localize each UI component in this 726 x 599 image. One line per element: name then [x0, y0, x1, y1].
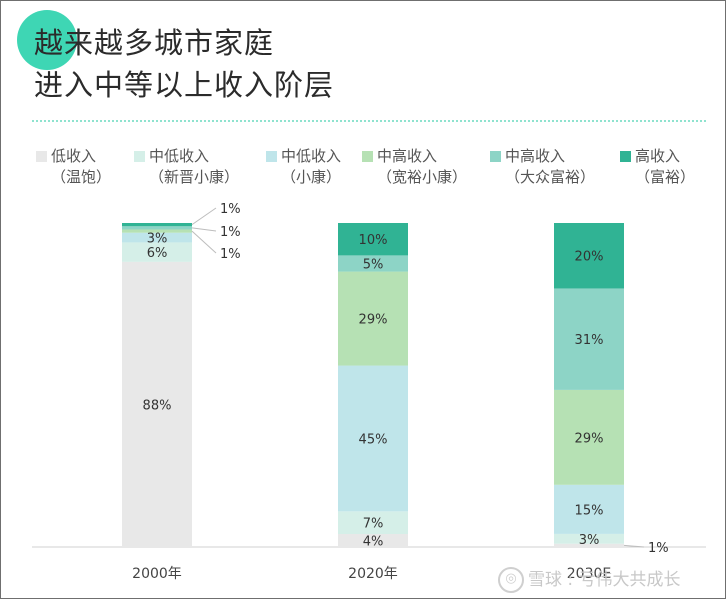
x-tick-label: 2030E	[567, 566, 611, 582]
bar-segment	[338, 365, 408, 512]
data-label: 3%	[147, 232, 168, 247]
chart-title-line-1: 越来越多城市家庭	[34, 26, 275, 60]
legend-sublabel: （温饱）	[51, 168, 112, 186]
legend-sublabel: （小康）	[281, 168, 342, 186]
watermark: ◎ 雪球 : 亏伟大共成长	[498, 565, 681, 593]
bar-segment	[554, 288, 624, 390]
legend-label: 高收入	[635, 147, 681, 165]
legend-swatch	[134, 151, 145, 162]
data-label: 31%	[575, 333, 604, 348]
bar-segment	[338, 223, 408, 256]
legend-swatch	[36, 151, 47, 162]
data-label: 29%	[359, 313, 388, 328]
bar-segment	[554, 223, 624, 289]
data-label: 3%	[579, 533, 600, 548]
legend-swatch	[620, 151, 631, 162]
data-label: 4%	[363, 535, 384, 550]
x-tick-label: 2020年	[348, 566, 398, 582]
bar-segment	[554, 484, 624, 534]
data-label: 6%	[147, 246, 168, 261]
legend-swatch	[362, 151, 373, 162]
callout-label: 1%	[220, 247, 241, 262]
callout-label: 1%	[220, 225, 241, 240]
callout-leader-line	[191, 230, 217, 254]
data-label: 7%	[363, 517, 384, 532]
chart-title-line-2: 进入中等以上收入阶层	[34, 68, 335, 102]
bar-segment	[122, 226, 192, 230]
callout-label: 1%	[648, 541, 669, 556]
callout-leader-line	[191, 207, 217, 226]
bar-segment	[122, 242, 192, 262]
data-label: 5%	[363, 258, 384, 273]
legend-label: 中高收入	[505, 147, 566, 165]
bar-segment	[122, 229, 192, 233]
legend-label: 中高收入	[377, 147, 438, 165]
bar-segment	[122, 223, 192, 227]
callout-leader-line	[191, 227, 217, 232]
callout-label: 1%	[220, 202, 241, 217]
data-label: 15%	[575, 503, 604, 518]
watermark-text: 雪球 : 亏伟大共成长	[528, 570, 681, 590]
x-tick-label: 2000年	[132, 566, 182, 582]
legend-label: 中低收入	[149, 147, 210, 165]
bar-segment	[554, 533, 624, 544]
legend-sublabel: （大众富裕）	[505, 168, 596, 186]
legend-sublabel: （新晋小康）	[149, 168, 240, 186]
data-label: 29%	[575, 431, 604, 446]
bar-segment	[122, 232, 192, 243]
bar-segment	[554, 543, 624, 547]
data-label: 88%	[143, 398, 172, 413]
bar-segment	[554, 389, 624, 485]
data-label: 45%	[359, 432, 388, 447]
title-divider	[32, 120, 706, 122]
legend-sublabel: （宽裕小康）	[377, 168, 468, 186]
bar-segment	[338, 511, 408, 535]
bar-segment	[338, 255, 408, 272]
legend-label: 中低收入	[281, 147, 342, 165]
legend-label: 低收入	[51, 147, 97, 165]
bar-segment	[122, 261, 192, 547]
legend-swatch	[266, 151, 277, 162]
data-label: 10%	[359, 233, 388, 248]
bar-segment	[338, 271, 408, 366]
snowball-logo-icon: ◎	[498, 567, 524, 593]
legend-sublabel: （富裕）	[635, 168, 696, 186]
callout-leader-line	[623, 544, 645, 548]
bar-segment	[338, 534, 408, 547]
title-accent-circle	[17, 10, 77, 70]
legend-swatch	[490, 151, 501, 162]
data-label: 20%	[575, 250, 604, 265]
